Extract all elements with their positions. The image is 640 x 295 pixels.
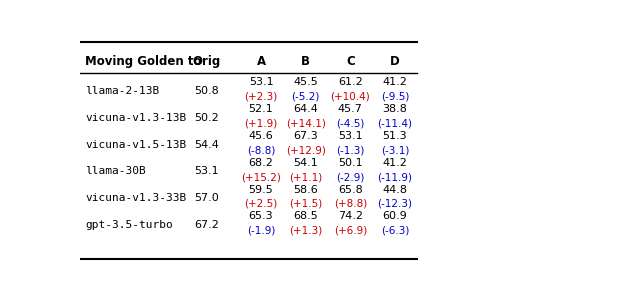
Text: 65.8: 65.8 <box>338 185 363 195</box>
Text: 41.2: 41.2 <box>383 158 408 168</box>
Text: (-11.4): (-11.4) <box>378 119 412 129</box>
Text: (-3.1): (-3.1) <box>381 145 409 155</box>
Text: (+1.3): (+1.3) <box>289 226 323 236</box>
Text: vicuna-v1.5-13B: vicuna-v1.5-13B <box>85 140 186 150</box>
Text: 54.1: 54.1 <box>293 158 318 168</box>
Text: 74.2: 74.2 <box>338 212 363 222</box>
Text: 64.4: 64.4 <box>293 104 318 114</box>
Text: (+1.5): (+1.5) <box>289 199 323 209</box>
Text: D: D <box>390 55 400 68</box>
Text: 61.2: 61.2 <box>338 77 363 87</box>
Text: (+1.1): (+1.1) <box>289 172 323 182</box>
Text: 52.1: 52.1 <box>249 104 273 114</box>
Text: 38.8: 38.8 <box>383 104 408 114</box>
Text: (+1.9): (+1.9) <box>244 119 278 129</box>
Text: C: C <box>346 55 355 68</box>
Text: (-4.5): (-4.5) <box>336 119 365 129</box>
Text: (+10.4): (+10.4) <box>330 92 370 102</box>
Text: 45.6: 45.6 <box>249 131 273 141</box>
Text: (-1.9): (-1.9) <box>247 226 275 236</box>
Text: (-1.3): (-1.3) <box>336 145 365 155</box>
Text: 51.3: 51.3 <box>383 131 407 141</box>
Text: 65.3: 65.3 <box>249 212 273 222</box>
Text: 45.7: 45.7 <box>338 104 363 114</box>
Text: 67.2: 67.2 <box>194 220 219 230</box>
Text: 50.2: 50.2 <box>194 113 219 123</box>
Text: (-9.5): (-9.5) <box>381 92 409 102</box>
Text: (-11.9): (-11.9) <box>378 172 412 182</box>
Text: vicuna-v1.3-13B: vicuna-v1.3-13B <box>85 113 186 123</box>
Text: 45.5: 45.5 <box>293 77 318 87</box>
Text: 54.4: 54.4 <box>194 140 219 150</box>
Text: A: A <box>257 55 266 68</box>
Text: Orig: Orig <box>193 55 221 68</box>
Text: 60.9: 60.9 <box>383 212 407 222</box>
Text: (-6.3): (-6.3) <box>381 226 409 236</box>
Text: 58.6: 58.6 <box>293 185 318 195</box>
Text: Moving Golden to: Moving Golden to <box>85 55 202 68</box>
Text: (+15.2): (+15.2) <box>241 172 281 182</box>
Text: (+2.5): (+2.5) <box>244 199 278 209</box>
Text: 68.5: 68.5 <box>293 212 318 222</box>
Text: (-8.8): (-8.8) <box>247 145 275 155</box>
Text: 67.3: 67.3 <box>293 131 318 141</box>
Text: (-12.3): (-12.3) <box>378 199 412 209</box>
Text: 59.5: 59.5 <box>249 185 273 195</box>
Text: (+12.9): (+12.9) <box>285 145 326 155</box>
Text: (+8.8): (+8.8) <box>333 199 367 209</box>
Text: 50.8: 50.8 <box>194 86 219 96</box>
Text: (-2.9): (-2.9) <box>336 172 365 182</box>
Text: 41.2: 41.2 <box>383 77 408 87</box>
Text: 44.8: 44.8 <box>383 185 408 195</box>
Text: (+14.1): (+14.1) <box>285 119 326 129</box>
Text: (+2.3): (+2.3) <box>244 92 278 102</box>
Text: 53.1: 53.1 <box>249 77 273 87</box>
Text: (-5.2): (-5.2) <box>291 92 320 102</box>
Text: llama-2-13B: llama-2-13B <box>85 86 159 96</box>
Text: (+6.9): (+6.9) <box>333 226 367 236</box>
Text: 50.1: 50.1 <box>338 158 363 168</box>
Text: llama-30B: llama-30B <box>85 166 146 176</box>
Text: 53.1: 53.1 <box>338 131 363 141</box>
Text: 68.2: 68.2 <box>248 158 273 168</box>
Text: B: B <box>301 55 310 68</box>
Text: gpt-3.5-turbo: gpt-3.5-turbo <box>85 220 173 230</box>
Text: 53.1: 53.1 <box>194 166 219 176</box>
Text: vicuna-v1.3-33B: vicuna-v1.3-33B <box>85 193 186 203</box>
Text: 57.0: 57.0 <box>194 193 219 203</box>
